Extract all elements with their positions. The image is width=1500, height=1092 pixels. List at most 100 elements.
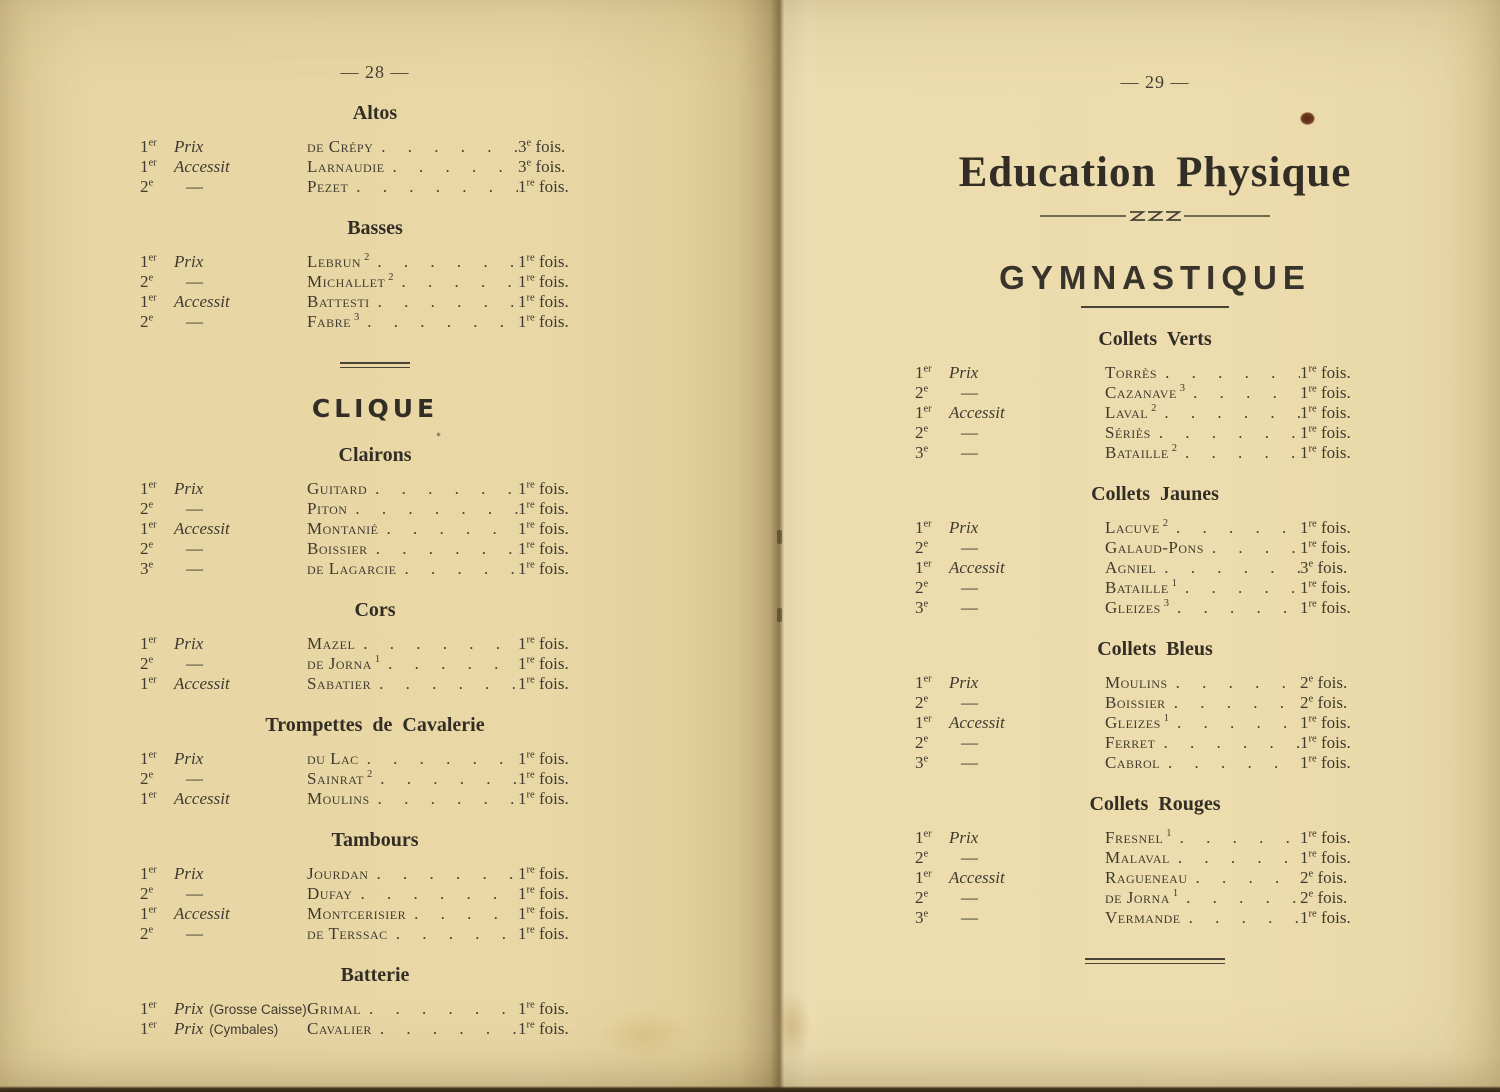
laureate-name: Larnaudie bbox=[307, 157, 385, 176]
superscript: re bbox=[526, 559, 535, 571]
rank-cell: 2e — bbox=[140, 924, 307, 944]
rank-number: 3e bbox=[915, 908, 929, 927]
superscript: re bbox=[1308, 443, 1317, 455]
section-title: Tambours bbox=[331, 829, 419, 851]
rank-number: 1er bbox=[915, 518, 932, 537]
superscript: er bbox=[148, 292, 157, 304]
page-number-left: — 28 — bbox=[340, 62, 410, 82]
superscript: e bbox=[148, 499, 154, 511]
prize-row: 3e — de Lagarcie . . . . . . . . . . . . . … bbox=[140, 559, 610, 579]
dot-leader: . . . . . . . . . . . . . . . . . . . . … bbox=[386, 519, 518, 538]
superscript: re bbox=[526, 499, 535, 511]
times-cell: 1re fois. bbox=[1300, 733, 1351, 752]
rank-cell: 1er Prix bbox=[140, 634, 307, 654]
laureate-name: Cavalier bbox=[307, 1019, 372, 1038]
superscript: re bbox=[526, 177, 535, 189]
section-batterie: Batterie 1er Prix (Grosse Caisse) Grimal . . … bbox=[140, 963, 610, 1039]
laureate-name: Bataille 1 bbox=[1105, 578, 1177, 597]
prize-row: 3e — Vermande . . . . . . . . . . . . . . .… bbox=[915, 908, 1395, 928]
times-cell: 2e fois. bbox=[1300, 868, 1348, 887]
superscript: re bbox=[526, 924, 535, 936]
prize-row: 2e — Dufay . . . . . . . . . . . . . . . . … bbox=[140, 884, 610, 904]
rank-number: 2e bbox=[140, 272, 154, 291]
rank-cell: 1er Prix bbox=[915, 363, 1105, 383]
superscript: re bbox=[1308, 363, 1317, 375]
laureate-name: Moulins bbox=[1105, 673, 1168, 692]
binding-stitch bbox=[777, 608, 782, 622]
laureate-name: Ferret bbox=[1105, 733, 1156, 752]
rank-number: 3e bbox=[915, 598, 929, 617]
laureate-name: Bataille 2 bbox=[1105, 443, 1177, 462]
laureate-name: Fabre 3 bbox=[307, 312, 360, 331]
times-cell: 1re fois. bbox=[518, 559, 569, 578]
laureate-name: Agniel bbox=[1105, 558, 1157, 577]
times-cell: 1re fois. bbox=[518, 864, 569, 883]
superscript: er bbox=[148, 674, 157, 686]
laureate-name: Malaval bbox=[1105, 848, 1170, 867]
rank-cell: 2e — bbox=[915, 578, 1105, 598]
dot-leader: . . . . . . . . . . . . . . . . . . . . … bbox=[380, 769, 518, 788]
times-cell: 1re fois. bbox=[518, 539, 569, 558]
superscript: re bbox=[526, 654, 535, 666]
superscript: er bbox=[923, 713, 932, 725]
dot-leader: . . . . . . . . . . . . . . . . . . . . … bbox=[366, 749, 518, 768]
times-cell: 1re fois. bbox=[1300, 598, 1351, 617]
prize-row: 1er Prix (Cymbales) Cavalier . . . . . . . .… bbox=[140, 1019, 610, 1039]
times-cell: 1re fois. bbox=[518, 634, 569, 653]
rank-label: Prix bbox=[174, 749, 204, 768]
rank-number: 2e bbox=[140, 539, 154, 558]
laureate-name: Sériès bbox=[1105, 423, 1151, 442]
dot-leader: . . . . . . . . . . . . . . . . . . . . … bbox=[1195, 868, 1301, 887]
rank-number: 1er bbox=[140, 157, 157, 176]
laureate-name: Boissier bbox=[1105, 693, 1166, 712]
rank-cell: 1er Prix bbox=[140, 479, 307, 499]
prize-row: 1er Accessit Larnaudie . . . . . . . . . . … bbox=[140, 157, 610, 177]
laureate-name: Moulins bbox=[307, 789, 370, 808]
rank-label: — bbox=[186, 559, 205, 578]
rank-note: (Grosse Caisse) bbox=[209, 1002, 307, 1017]
rank-cell: 2e — bbox=[140, 539, 307, 559]
prize-row: 1er Prix Mazel . . . . . . . . . . . . . . … bbox=[140, 634, 610, 654]
dot-leader: . . . . . . . . . . . . . . . . . . . . … bbox=[1184, 578, 1300, 597]
rank-number: 1er bbox=[140, 252, 157, 271]
rank-label: Prix bbox=[174, 479, 204, 498]
rank-label: — bbox=[961, 578, 980, 597]
rank-label: — bbox=[961, 848, 980, 867]
dot-leader: . . . . . . . . . . . . . . . . . . . . … bbox=[375, 539, 518, 558]
times-cell: 1re fois. bbox=[518, 1019, 569, 1038]
rank-label: Accessit bbox=[949, 713, 1005, 732]
prize-row: 2e — Malaval . . . . . . . . . . . . . . . … bbox=[915, 848, 1395, 868]
laureate-name: de Jorna 1 bbox=[307, 654, 381, 673]
rank-number: 1er bbox=[140, 674, 157, 693]
superscript: re bbox=[526, 884, 535, 896]
rank-cell: 2e — bbox=[915, 423, 1105, 443]
rank-cell: 1er Accessit bbox=[915, 713, 1105, 733]
times-cell: 1re fois. bbox=[518, 904, 569, 923]
rank-number: 2e bbox=[915, 423, 929, 442]
rank-number: 1er bbox=[915, 713, 932, 732]
rank-label: — bbox=[961, 693, 980, 712]
times-cell: 2e fois. bbox=[1300, 693, 1348, 712]
prize-row: 2e — Galaud-Pons . . . . . . . . . . . . . … bbox=[915, 538, 1395, 558]
rank-label: Accessit bbox=[174, 157, 230, 176]
times-cell: 1re fois. bbox=[1300, 713, 1351, 732]
laureate-name: Dufay bbox=[307, 884, 353, 903]
rank-number: 1er bbox=[140, 1019, 157, 1038]
superscript: re bbox=[526, 999, 535, 1011]
section-title: Batterie bbox=[340, 964, 410, 986]
dot-leader: . . . . . . . . . . . . . . . . . . . . … bbox=[377, 252, 518, 271]
right-page-content: — 29 — Education Physique GYMNASTIQUE Co… bbox=[915, 72, 1395, 964]
dot-leader: . . . . . . . . . . . . . . . . . . . . … bbox=[379, 1019, 518, 1038]
rank-cell: 1er Prix bbox=[915, 518, 1105, 538]
superscript: re bbox=[526, 769, 535, 781]
prize-row: 1er Prix (Grosse Caisse) Grimal . . . . . . … bbox=[140, 999, 610, 1019]
rank-label: Accessit bbox=[949, 558, 1005, 577]
laureate-name: Piton bbox=[307, 499, 348, 518]
laureate-name: Vermande bbox=[1105, 908, 1181, 927]
prize-row: 1er Accessit Ragueneau . . . . . . . . . . … bbox=[915, 868, 1395, 888]
